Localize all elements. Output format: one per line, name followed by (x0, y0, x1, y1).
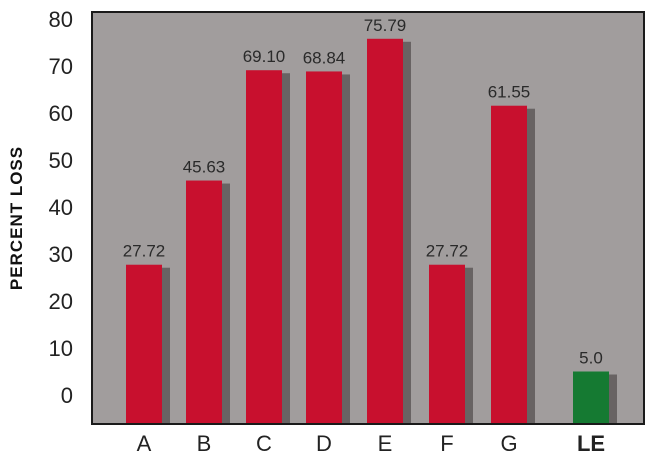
y-tick-label-10: 10 (49, 336, 73, 361)
y-axis-label: PERCENT LOSS (7, 146, 26, 290)
y-tick-label-20: 20 (49, 289, 73, 314)
y-tick-label-80: 80 (49, 7, 73, 32)
bar-a (126, 264, 162, 423)
data-label-f: 27.72 (426, 242, 469, 261)
x-tick-label-a: A (137, 431, 152, 456)
x-tick-label-e: E (378, 431, 393, 456)
bar-f (429, 264, 465, 423)
y-tick-label-70: 70 (49, 54, 73, 79)
bar-e (367, 38, 403, 424)
data-label-le: 5.0 (579, 349, 603, 368)
y-tick-label-50: 50 (49, 148, 73, 173)
bar-c (246, 70, 282, 423)
data-label-d: 68.84 (303, 48, 346, 67)
data-label-a: 27.72 (123, 242, 166, 261)
y-tick-label-60: 60 (49, 101, 73, 126)
data-label-c: 69.10 (243, 47, 286, 66)
x-tick-label-c: C (256, 431, 272, 456)
x-tick-label-d: D (316, 431, 332, 456)
data-label-e: 75.79 (364, 16, 407, 35)
y-tick-label-40: 40 (49, 195, 73, 220)
y-tick-label-30: 30 (49, 242, 73, 267)
x-tick-label-b: B (197, 431, 212, 456)
x-tick-label-le: LE (577, 431, 605, 456)
bar-le (573, 371, 609, 423)
data-label-b: 45.63 (183, 158, 226, 177)
x-tick-label-f: F (440, 431, 453, 456)
bar-b (186, 180, 222, 423)
x-tick-label-g: G (500, 431, 517, 456)
y-tick-label-0: 0 (61, 383, 73, 408)
data-label-g: 61.55 (488, 83, 531, 102)
bar-g (491, 105, 527, 423)
bar-d (306, 71, 342, 424)
